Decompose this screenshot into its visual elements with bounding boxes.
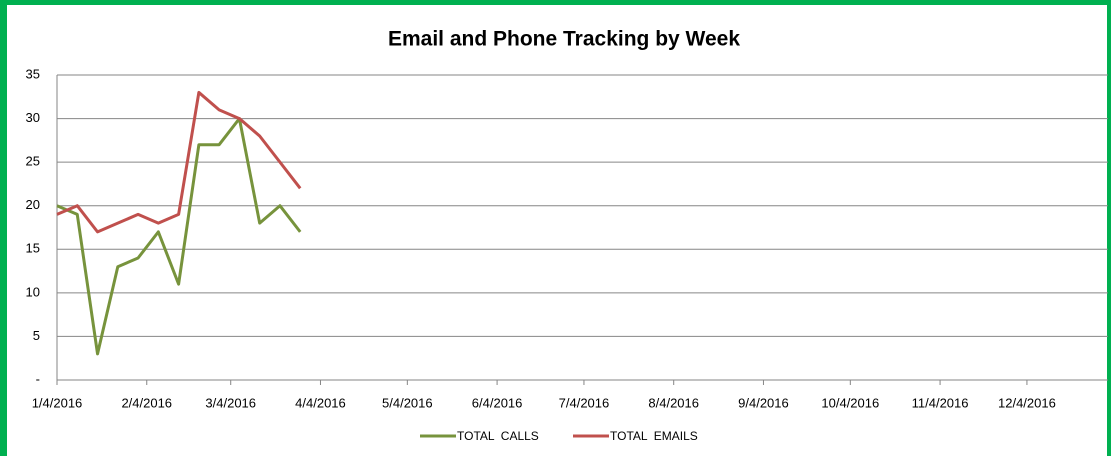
x-tick-label: 11/4/2016 [912,395,969,410]
y-tick-label: 25 [26,154,40,169]
series-line [56,90,302,234]
x-tick-label: 1/4/2016 [32,395,83,410]
x-tick-label: 2/4/2016 [121,395,172,410]
legend-label: TOTAL CALLS [457,429,539,443]
legend-label: TOTAL EMAILS [610,429,698,443]
y-tick-label: 30 [26,110,40,125]
x-tick-label: 10/4/2016 [821,395,879,410]
y-tick-label: - [36,371,40,386]
y-tick-label: 35 [26,66,40,81]
x-tick-label: 6/4/2016 [472,395,523,410]
series-line [56,117,302,356]
x-tick-label: 9/4/2016 [738,395,789,410]
x-tick-label: 3/4/2016 [205,395,256,410]
y-tick-label: 5 [33,328,40,343]
y-tick-label: 10 [26,284,40,299]
y-tick-label: 20 [26,197,40,212]
x-tick-label: 4/4/2016 [295,395,346,410]
y-tick-label: 15 [26,241,40,256]
x-tick-label: 5/4/2016 [382,395,433,410]
chart-title: Email and Phone Tracking by Week [388,28,740,51]
x-tick-label: 12/4/2016 [998,395,1056,410]
x-tick-label: 7/4/2016 [559,395,610,410]
chart-area [7,5,1107,456]
x-tick-label: 8/4/2016 [648,395,699,410]
